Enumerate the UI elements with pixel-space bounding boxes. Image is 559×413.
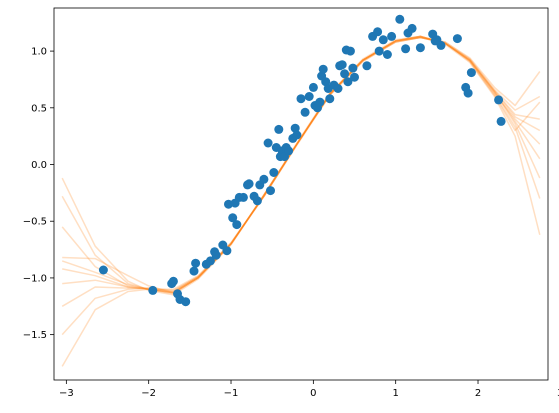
x-tick-label: −1 bbox=[224, 388, 239, 399]
data-point bbox=[463, 88, 473, 98]
y-tick-label: −1.5 bbox=[23, 330, 47, 341]
x-axis-ticks: −3 −2 −1 0 1 2 3 bbox=[59, 380, 559, 399]
model-curve bbox=[61, 35, 541, 296]
data-point bbox=[345, 46, 355, 56]
y-tick-label: 0.5 bbox=[31, 103, 47, 114]
data-point bbox=[252, 196, 262, 206]
data-point bbox=[148, 285, 158, 295]
data-point bbox=[348, 63, 358, 73]
data-point bbox=[337, 60, 347, 70]
data-point bbox=[292, 130, 302, 140]
model-curve bbox=[62, 36, 541, 293]
model-curve bbox=[61, 35, 541, 294]
model-curves-layer bbox=[61, 35, 541, 367]
data-point bbox=[296, 94, 306, 104]
data-point bbox=[211, 250, 221, 260]
x-tick-label: 3 bbox=[557, 388, 559, 399]
data-point bbox=[284, 146, 294, 156]
data-point bbox=[395, 14, 405, 24]
data-point bbox=[321, 77, 331, 87]
y-tick-label: −0.5 bbox=[23, 217, 47, 228]
model-curve bbox=[61, 36, 540, 307]
data-point bbox=[205, 256, 215, 266]
data-point bbox=[228, 213, 238, 223]
data-point bbox=[350, 72, 359, 82]
data-point bbox=[168, 276, 178, 286]
x-tick-label: −2 bbox=[141, 388, 156, 399]
x-tick-label: 0 bbox=[310, 388, 316, 399]
data-points-layer bbox=[98, 14, 506, 307]
data-point bbox=[496, 116, 506, 126]
data-point bbox=[232, 220, 242, 230]
data-point bbox=[387, 31, 397, 41]
data-point bbox=[407, 23, 417, 33]
model-curve bbox=[61, 36, 541, 367]
data-point bbox=[333, 84, 343, 93]
data-point bbox=[452, 34, 462, 44]
model-curve bbox=[61, 35, 541, 294]
data-point bbox=[98, 265, 108, 275]
data-point bbox=[238, 192, 248, 202]
data-point bbox=[436, 40, 446, 50]
data-point bbox=[222, 246, 232, 256]
x-tick-label: −3 bbox=[59, 388, 74, 399]
y-axis-ticks: −1.5 −1.0 −0.5 0.0 0.5 1.0 bbox=[23, 47, 54, 341]
data-point bbox=[304, 92, 314, 101]
data-point bbox=[415, 43, 425, 53]
data-point bbox=[401, 44, 411, 54]
data-point bbox=[263, 138, 273, 148]
axes-frame bbox=[53, 7, 549, 381]
data-point bbox=[191, 258, 201, 268]
data-point bbox=[382, 50, 392, 59]
data-point bbox=[300, 107, 310, 117]
data-point bbox=[318, 64, 328, 74]
data-point bbox=[315, 97, 325, 107]
data-point bbox=[362, 61, 372, 71]
y-tick-label: 0.0 bbox=[31, 160, 47, 171]
data-point bbox=[189, 266, 199, 276]
data-point bbox=[343, 77, 353, 87]
data-point bbox=[290, 123, 300, 133]
data-point bbox=[325, 94, 335, 104]
data-point bbox=[274, 124, 284, 134]
data-point bbox=[374, 46, 384, 56]
data-point bbox=[269, 168, 279, 177]
data-point bbox=[244, 179, 254, 189]
data-point bbox=[259, 174, 269, 184]
data-point bbox=[340, 69, 350, 79]
data-point bbox=[373, 27, 383, 37]
data-point bbox=[494, 95, 504, 105]
data-point bbox=[181, 297, 191, 307]
y-tick-label: 1.0 bbox=[31, 47, 47, 58]
data-point bbox=[378, 35, 388, 45]
model-curve bbox=[61, 36, 541, 336]
data-point bbox=[266, 186, 275, 196]
y-tick-label: −1.0 bbox=[23, 273, 47, 284]
data-point bbox=[308, 82, 318, 92]
x-tick-label: 2 bbox=[475, 388, 481, 399]
data-point bbox=[466, 68, 476, 78]
model-curve bbox=[62, 35, 541, 294]
model-curve bbox=[62, 36, 541, 294]
model-curve bbox=[61, 35, 541, 295]
x-tick-label: 1 bbox=[392, 388, 398, 399]
